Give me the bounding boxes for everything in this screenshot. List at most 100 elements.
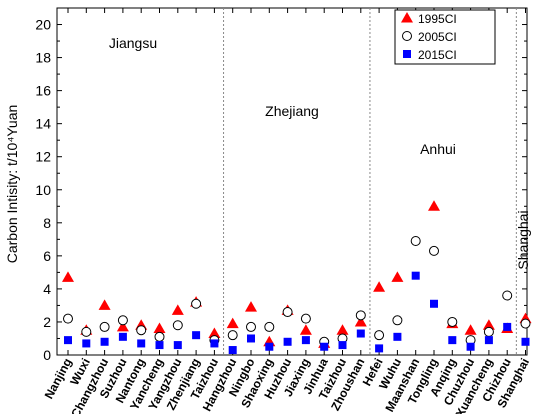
x-axis-labels: NanjingWuxiChangzhouSuzhouNantongYanchen…	[42, 8, 532, 414]
data-point	[283, 337, 292, 346]
data-point	[118, 332, 127, 341]
data-point	[410, 235, 421, 246]
axes	[56, 7, 528, 356]
series-2005CI	[63, 235, 531, 347]
data-point	[155, 341, 164, 350]
data-point	[82, 339, 91, 348]
region-label: Zhejiang	[265, 103, 319, 119]
data-point	[373, 281, 386, 292]
data-point	[466, 342, 475, 351]
data-point	[429, 245, 439, 256]
region-dividers	[223, 8, 517, 355]
legend-box	[394, 9, 496, 65]
data-point	[173, 341, 182, 350]
data-point	[172, 320, 183, 331]
data-point	[226, 317, 239, 329]
data-point	[483, 326, 494, 337]
data-point	[117, 315, 128, 326]
data-point	[191, 298, 202, 309]
data-point	[246, 321, 256, 332]
data-point	[228, 346, 237, 355]
data-point	[210, 339, 219, 348]
data-point	[245, 301, 257, 312]
data-point	[265, 342, 274, 351]
y-tick-label: 2	[43, 314, 51, 330]
data-point	[299, 324, 312, 335]
data-point	[503, 322, 512, 331]
data-point	[482, 319, 495, 330]
data-point	[264, 321, 275, 332]
region-label: Anhui	[420, 141, 456, 157]
data-point	[336, 324, 349, 335]
legend-marker	[401, 12, 413, 23]
y-tick-label: 12	[35, 149, 51, 165]
legend-label: 1995CI	[418, 12, 457, 26]
data-point	[171, 304, 184, 315]
data-point	[374, 330, 385, 341]
data-point	[502, 290, 513, 301]
data-point	[64, 336, 72, 345]
y-tick-label: 8	[43, 215, 51, 231]
data-point	[301, 336, 310, 345]
data-point	[154, 331, 165, 342]
data-point	[520, 318, 531, 329]
series-1995CI	[62, 16, 532, 348]
y-tick-label: 4	[43, 281, 51, 297]
y-tick-label: 16	[35, 83, 51, 99]
data-point	[464, 324, 477, 335]
data-point	[282, 307, 293, 318]
data-point	[392, 315, 403, 326]
data-point	[355, 310, 366, 321]
data-point	[99, 321, 110, 332]
data-point	[192, 331, 201, 340]
data-point	[320, 342, 329, 351]
region-labels: Jiangsu Zhejiang Anhui Shanghai	[109, 35, 531, 270]
y-tick-label: 20	[35, 17, 51, 33]
data-point	[227, 330, 238, 341]
y-axis-label: Carbon Intisity: t/10⁴Yuan	[4, 105, 20, 264]
data-point	[448, 336, 457, 345]
data-point	[300, 313, 311, 324]
data-point	[430, 299, 438, 308]
plot-frame	[56, 7, 528, 356]
data-point	[81, 326, 92, 337]
data-point	[62, 271, 74, 282]
data-point	[354, 315, 367, 327]
data-point	[391, 271, 404, 282]
data-point	[208, 327, 221, 339]
data-point	[375, 344, 384, 353]
y-tick-label: 10	[35, 182, 51, 198]
data-point	[100, 337, 109, 346]
data-point	[153, 322, 166, 334]
series-2015CI	[64, 271, 530, 355]
data-point	[356, 329, 365, 338]
data-point	[428, 200, 440, 211]
data-point	[338, 341, 347, 350]
data-point	[247, 334, 255, 343]
data-point	[521, 337, 530, 346]
region-label: Jiangsu	[109, 35, 157, 51]
legend-marker	[402, 31, 412, 41]
y-tick-label: 18	[35, 50, 51, 66]
y-axis-ticks: 0 2 4 6 8 10 12 14 16 18 20	[35, 17, 527, 363]
data-point	[484, 336, 493, 345]
data-point	[98, 299, 111, 310]
region-label: Shanghai	[515, 210, 531, 269]
data-point	[393, 332, 402, 341]
data-points	[62, 16, 532, 355]
legend-label: 2015CI	[418, 48, 457, 62]
data-point	[411, 271, 420, 280]
legend-marker	[403, 50, 411, 58]
y-tick-label: 0	[43, 347, 51, 363]
data-point	[116, 320, 129, 332]
legend: 1995CI 2005CI 2015CI	[394, 9, 496, 65]
data-point	[137, 339, 146, 348]
data-point	[136, 325, 147, 336]
y-tick-label: 14	[35, 116, 51, 132]
data-point	[63, 313, 73, 324]
y-tick-label: 6	[43, 248, 51, 264]
data-point	[447, 316, 458, 327]
legend-label: 2005CI	[418, 30, 457, 44]
